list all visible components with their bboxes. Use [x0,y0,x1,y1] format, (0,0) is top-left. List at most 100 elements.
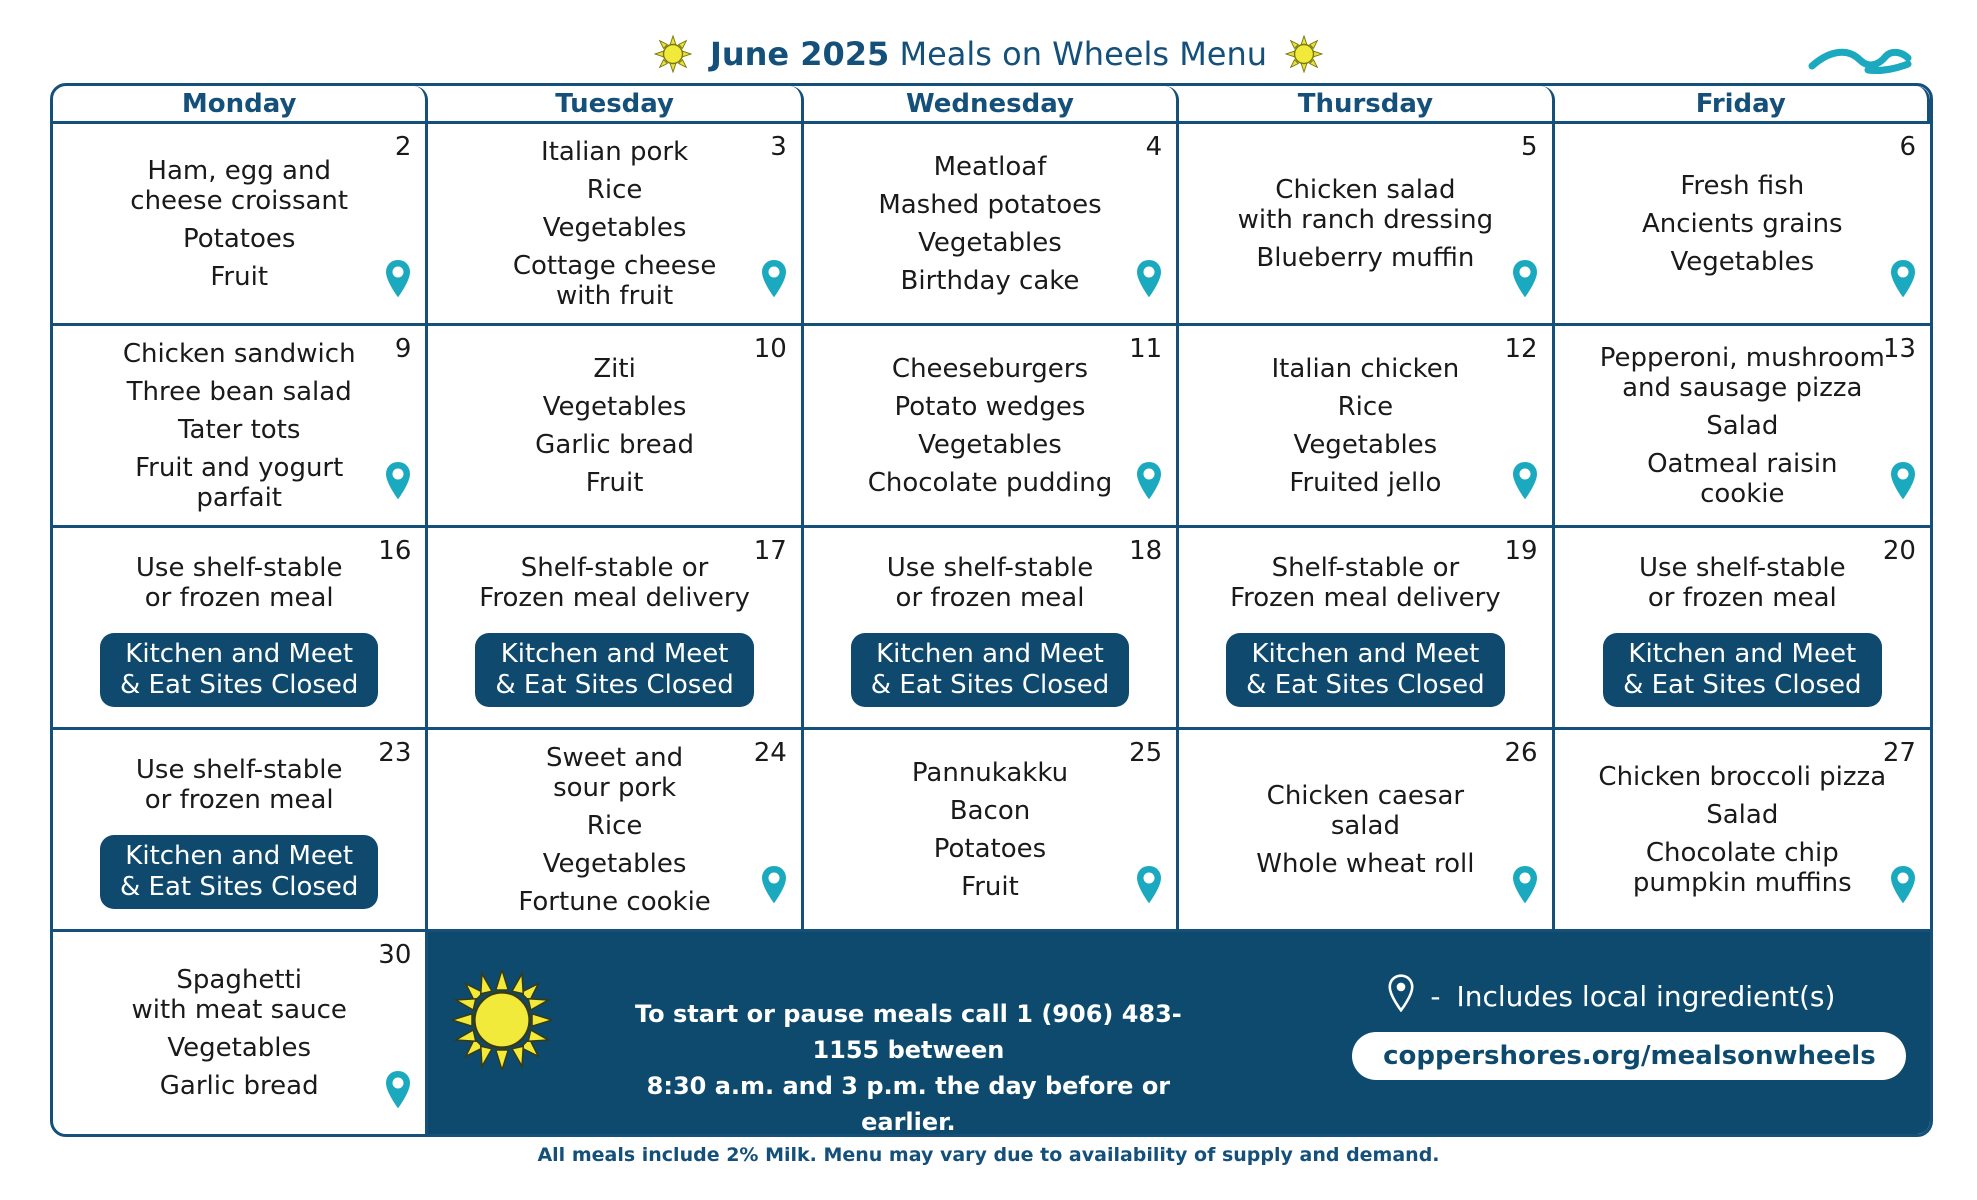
day-number: 25 [1129,738,1163,768]
menu-item: Vegetables [543,849,687,879]
day-cell: 4 Meatloaf Mashed potatoes Vegetables Birthd… [803,124,1180,326]
sites-closed-line: & Eat Sites Closed [495,669,734,700]
day-number: 17 [753,536,787,566]
menu-item-line: Chicken salad [1275,174,1456,205]
day-number: 20 [1882,536,1916,566]
menu-item-line: sour pork [553,772,677,803]
menu-item-line: Chicken caesar [1266,780,1465,811]
menu-item: Fruit [586,468,644,498]
website-link[interactable]: coppershores.org/mealsonwheels [1352,1032,1907,1080]
sites-closed-badge: Kitchen and Meet & Eat Sites Closed [1603,632,1882,707]
day-cell: 24 Sweet and sour pork Rice Vegetables Fortun… [428,730,804,932]
menu-item: Vegetables [543,392,687,422]
sun-icon [653,35,692,73]
day-cell: 2 Ham, egg and cheese croissant Potatoes Fru… [53,124,429,326]
legend: - Includes local ingredient(s) [1388,974,1835,1019]
menu-item-line: Vegetables [542,212,687,243]
menu-item-line: Chocolate pudding [867,467,1113,498]
menu-item-line: Cheeseburgers [891,353,1089,384]
menu-item: Vegetables [918,430,1062,460]
menu-item-line: Potatoes [182,223,296,254]
menu-item: Vegetables [1294,430,1438,460]
menu-item: Vegetables [918,228,1062,258]
menu-item: Chocolate chip pumpkin muffins [1633,838,1852,898]
menu-item-line: Cottage cheese [512,250,717,281]
day-number: 6 [1899,132,1916,162]
menu-item-line: cheese croissant [130,185,349,216]
menu-item: Shelf-stable or Frozen meal delivery [479,553,750,613]
menu-item-line: Frozen meal delivery [479,582,750,613]
menu-item-line: Blueberry muffin [1256,242,1475,273]
menu-item: Cottage cheese with fruit [513,251,716,311]
title-month: June 2025 [709,35,890,73]
menu-item-line: Use shelf-stable [135,754,343,785]
menu-item-line: Garlic bread [535,429,695,460]
menu-item-line: Fruit [961,871,1019,902]
day-cell: 30 Spaghetti with meat sauce Vegetables Garl… [53,932,429,1134]
menu-item-line: Mashed potatoes [878,189,1102,220]
weekday-header-tuesday: Tuesday [428,86,804,124]
menu-item-line: cookie [1700,478,1785,509]
page-title: June 2025 Meals on Wheels Menu [0,26,1977,82]
day-cell: 12 Italian chicken Rice Vegetables Fruited j… [1179,326,1555,528]
menu-item: Blueberry muffin [1256,243,1474,273]
sites-closed-line: Kitchen and Meet [125,638,354,669]
sun-icon [449,967,555,1074]
menu-item-line: Fruit [210,261,269,292]
map-pin-icon [759,257,789,305]
day-number: 26 [1504,738,1538,768]
menu-item-line: Rice [1337,391,1394,422]
menu-item-line: Salad [1706,799,1779,830]
weekday-header-friday: Friday [1554,86,1930,124]
sites-closed-line: & Eat Sites Closed [1623,669,1862,700]
day-number: 9 [394,334,412,364]
menu-item-line: Use shelf-stable [1638,552,1846,583]
menu-item: Use shelf-stable or frozen meal [887,553,1094,613]
sites-closed-line: Kitchen and Meet [125,840,354,871]
wave-logo-icon [1808,42,1912,80]
map-pin-icon [383,257,413,305]
info-banner: To start or pause meals call 1 (906) 483… [428,932,1930,1134]
day-number: 12 [1504,334,1538,364]
menu-item: Pepperoni, mushroom and sausage pizza [1600,343,1885,403]
menu-item-line: with meat sauce [131,995,347,1025]
map-pin-icon [1510,863,1540,911]
weekday-header-thursday: Thursday [1179,86,1555,124]
day-number: 2 [394,132,412,162]
menu-item-line: Vegetables [1670,246,1815,277]
menu-item: Garlic bread [160,1071,319,1101]
map-pin-icon [1888,459,1918,507]
menu-item: Chicken sandwich [123,339,356,369]
day-number: 24 [753,738,787,768]
menu-item: Three bean salad [127,377,352,407]
map-pin-icon [1510,459,1540,507]
menu-item-line: Fruit [585,467,644,498]
menu-item-line: or frozen meal [144,582,334,613]
menu-item: Bacon [950,796,1030,826]
menu-item-line: Salad [1706,410,1779,441]
map-pin-icon [1134,459,1164,507]
menu-item: Pannukakku [912,758,1068,788]
menu-item: Potatoes [934,834,1046,864]
menu-item: Chicken caesar salad [1267,781,1464,841]
menu-item: Fruit and yogurt parfait [135,453,343,513]
day-number: 30 [378,940,412,970]
phone-info-line: To start or pause meals call 1 (906) 483… [634,1000,1182,1064]
menu-item: Whole wheat roll [1256,849,1474,879]
sites-closed-line: & Eat Sites Closed [1246,669,1485,700]
menu-item: Fruit [210,262,268,292]
map-pin-icon [1388,974,1414,1019]
menu-item-line: or frozen meal [1647,582,1837,613]
menu-item-line: Italian chicken [1271,353,1460,384]
day-number: 16 [378,536,412,566]
map-pin-icon [1134,257,1164,305]
menu-item-line: pumpkin muffins [1632,867,1852,898]
menu-item-line: Chicken sandwich [122,338,356,369]
day-cell: 6 Fresh fish Ancients grains Vegetables [1554,124,1930,326]
sites-closed-badge: Kitchen and Meet & Eat Sites Closed [475,632,754,707]
map-pin-icon [759,863,789,911]
menu-item-line: Garlic bread [159,1071,319,1101]
day-number: 23 [378,738,412,768]
menu-item-line: Vegetables [918,227,1062,258]
sites-closed-line: Kitchen and Meet [1628,638,1857,669]
